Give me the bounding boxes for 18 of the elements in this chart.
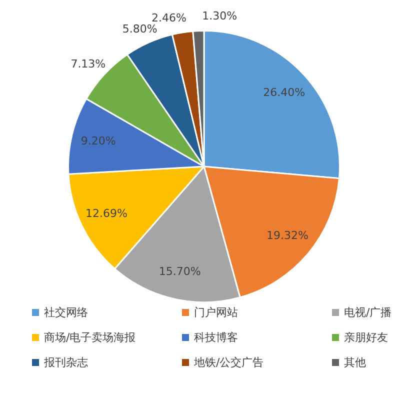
data-label: 2.46% <box>152 11 187 24</box>
legend-label: 商场/电子卖场海报 <box>44 331 136 344</box>
legend-label: 地铁/公交广告 <box>194 356 264 369</box>
data-label: 9.20% <box>80 134 116 148</box>
data-label: 12.69% <box>85 207 128 220</box>
legend-label: 报刊杂志 <box>44 356 88 369</box>
legend-label: 门户网站 <box>194 306 238 319</box>
data-label: 1.30% <box>202 10 238 23</box>
data-label: 15.70% <box>158 265 201 278</box>
data-label: 26.40% <box>263 86 306 100</box>
legend-label: 亲朋好友 <box>344 331 388 344</box>
data-label: 5.80% <box>122 22 158 36</box>
data-label: 19.32% <box>266 228 308 242</box>
legend-label: 电视/广播 <box>344 306 392 319</box>
legend-label: 科技博客 <box>194 331 238 344</box>
data-label: 7.13% <box>70 58 106 71</box>
legend-label: 社交网络 <box>44 306 88 319</box>
legend-label: 其他 <box>344 356 366 369</box>
